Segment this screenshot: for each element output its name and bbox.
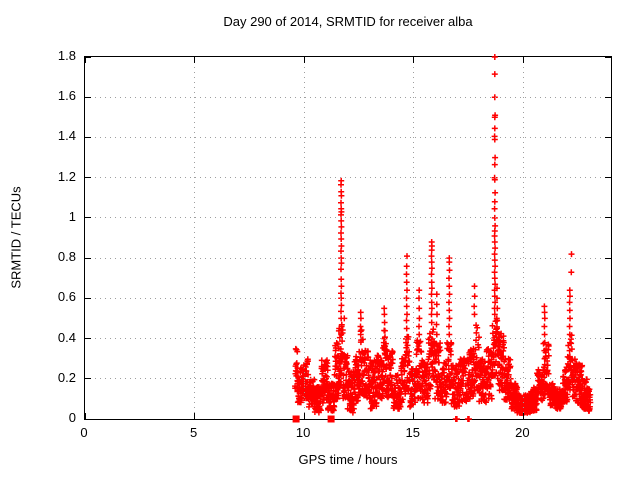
y-tick-label: 1.8 <box>57 48 76 63</box>
y-tick-mark-right <box>605 257 611 259</box>
x-tick-mark-top <box>413 57 415 63</box>
y-tick-mark-right <box>605 217 611 219</box>
y-tick-mark-right <box>605 96 611 98</box>
scatter-markers <box>292 54 594 423</box>
y-tick-label: 1.6 <box>57 88 76 104</box>
x-tick-label: 15 <box>405 425 420 440</box>
x-tick-mark <box>522 413 524 419</box>
y-tick-label: 0.8 <box>57 249 76 265</box>
y-tick-mark <box>85 378 91 380</box>
y-gridline <box>85 136 611 138</box>
x-gridline <box>522 57 524 419</box>
y-tick-mark <box>85 418 91 420</box>
y-tick-mark <box>85 297 91 299</box>
x-gridline <box>303 57 305 419</box>
y-tick-mark-right <box>605 378 611 380</box>
y-tick-mark <box>85 177 91 179</box>
srmtid-plus-markers <box>292 54 594 422</box>
y-tick-label: 1 <box>68 208 76 224</box>
x-tick-mark <box>303 413 305 419</box>
y-tick-mark-right <box>605 338 611 340</box>
x-tick-mark-top <box>84 57 86 63</box>
y-tick-mark <box>85 338 91 340</box>
x-tick-mark <box>194 413 196 419</box>
y-tick-mark <box>85 96 91 98</box>
y-gridline <box>85 217 611 219</box>
y-tick-mark-right <box>605 297 611 299</box>
x-tick-mark-top <box>194 57 196 63</box>
y-tick-label: 0.4 <box>57 329 76 345</box>
flagged-zero-square-marker <box>327 415 335 423</box>
x-tick-label: 5 <box>189 425 198 440</box>
x-tick-label: 10 <box>295 425 311 440</box>
x-gridline <box>194 57 196 419</box>
y-gridline <box>85 297 611 299</box>
x-tick-label: 20 <box>515 425 530 440</box>
y-gridline <box>85 177 611 179</box>
y-gridline <box>85 257 611 259</box>
y-tick-mark <box>85 56 91 58</box>
x-axis-title: GPS time / hours <box>298 452 398 467</box>
y-tick-label: 0.6 <box>57 289 76 305</box>
y-tick-label: 0.2 <box>57 369 76 385</box>
x-tick-mark-top <box>303 57 305 63</box>
y-tick-mark-right <box>605 136 611 138</box>
y-axis-title: SRMTID / TECUs <box>2 56 30 418</box>
y-gridline <box>85 378 611 380</box>
y-gridline <box>85 96 611 98</box>
y-tick-mark-right <box>605 177 611 179</box>
y-tick-mark-right <box>605 418 611 420</box>
x-tick-mark-top <box>522 57 524 63</box>
flagged-zero-square-marker <box>292 415 300 423</box>
x-gridline <box>413 57 415 419</box>
x-tick-label: 0 <box>80 425 88 440</box>
x-tick-mark <box>413 413 415 419</box>
y-tick-label: 1.2 <box>57 168 76 184</box>
y-tick-mark <box>85 136 91 138</box>
y-tick-mark-right <box>605 56 611 58</box>
y-tick-mark <box>85 257 91 259</box>
y-gridline <box>85 338 611 340</box>
y-tick-label: 1.4 <box>57 128 76 144</box>
y-tick-label: 0 <box>68 410 76 425</box>
y-axis-title-text: SRMTID / TECUs <box>8 185 24 289</box>
y-tick-mark <box>85 217 91 219</box>
x-tick-mark <box>84 413 86 419</box>
chart-title: Day 290 of 2014, SRMTID for receiver alb… <box>223 14 473 29</box>
plot-area <box>84 54 612 423</box>
